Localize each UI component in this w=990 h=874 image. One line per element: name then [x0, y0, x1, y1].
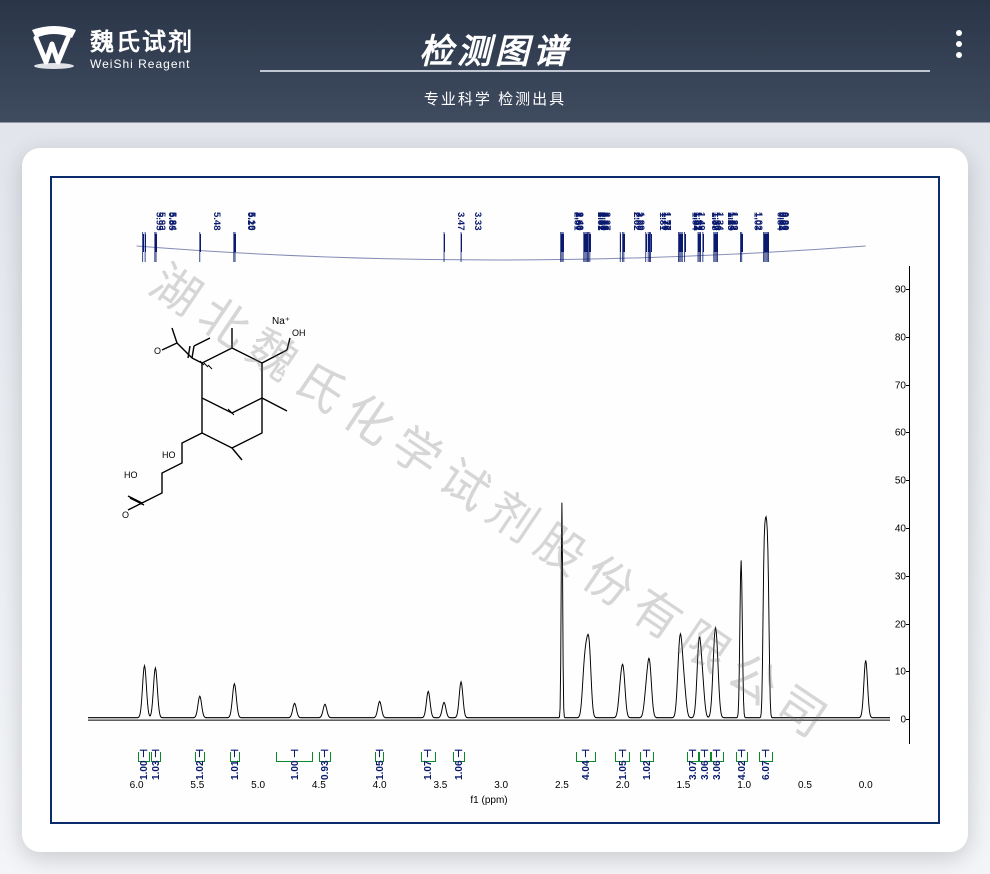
integral-value: 1.02 ⊣: [195, 749, 206, 780]
svg-text:HO: HO: [124, 470, 138, 480]
svg-text:Na⁺: Na⁺: [272, 316, 290, 327]
brand-logo: 魏氏试剂 WeiShi Reagent: [28, 22, 194, 71]
logo-icon: [28, 24, 80, 70]
integral-value: 0.93 ⊣: [320, 749, 331, 780]
y-tick-label: 10: [895, 667, 906, 678]
y-tick-label: 60: [895, 428, 906, 439]
x-tick-label: 5.0: [251, 780, 265, 791]
svg-text:O: O: [122, 510, 129, 520]
integral-value: 1.03 ⊣: [151, 749, 162, 780]
x-tick-label: 4.5: [312, 780, 326, 791]
x-axis: f1 (ppm) 6.05.55.04.54.03.53.02.52.01.51…: [88, 780, 890, 802]
integral-value: 1.07 ⊣: [423, 749, 434, 780]
svg-text:HO: HO: [162, 450, 176, 460]
x-tick-label: 3.5: [433, 780, 447, 791]
x-tick-label: 2.5: [555, 780, 569, 791]
peak-labels: 5.955.935.855.845.485.205.193.473.332.51…: [88, 184, 890, 266]
svg-text:O: O: [154, 346, 161, 356]
integral-value: 3.06 ⊣: [712, 749, 723, 780]
brand-cn: 魏氏试剂: [90, 22, 194, 57]
y-tick-label: 30: [895, 571, 906, 582]
menu-dots-icon[interactable]: [956, 30, 962, 58]
integral-value: 1.02 ⊣: [642, 749, 653, 780]
x-tick-label: 2.0: [616, 780, 630, 791]
svg-text:OH: OH: [292, 328, 306, 338]
x-tick-label: 5.5: [190, 780, 204, 791]
header-bar: 魏氏试剂 WeiShi Reagent 检测图谱 专业科学 检测出具: [0, 0, 990, 122]
integral-labels: 1.00 ⊣1.03 ⊣1.02 ⊣1.01 ⊣1.00 ⊣0.93 ⊣1.05…: [88, 744, 890, 780]
x-tick-label: 3.0: [494, 780, 508, 791]
x-tick-label: 4.0: [373, 780, 387, 791]
x-tick-label: 0.5: [798, 780, 812, 791]
integral-value: 1.06 ⊣: [454, 749, 465, 780]
x-tick-label: 6.0: [130, 780, 144, 791]
integral-value: 4.04 ⊣: [581, 749, 592, 780]
y-tick-label: 0: [900, 715, 906, 726]
x-axis-title: f1 (ppm): [470, 795, 507, 806]
page-title: 检测图谱: [419, 24, 571, 73]
title-underline: [260, 70, 930, 72]
brand-en: WeiShi Reagent: [90, 57, 194, 71]
y-tick-label: 50: [895, 476, 906, 487]
spectrum-panel: 5.955.935.855.845.485.205.193.473.332.51…: [22, 148, 968, 852]
integral-value: 1.01 ⊣: [230, 749, 241, 780]
integral-value: 1.05 ⊣: [618, 749, 629, 780]
x-tick-label: 1.5: [676, 780, 690, 791]
y-axis: 0 10 20 30 40 50 60 70 80 90: [894, 266, 930, 744]
page-subtitle: 专业科学 检测出具: [424, 88, 566, 109]
y-tick-label: 70: [895, 380, 906, 391]
molecule-structure: Na⁺ OH O HO HO O: [122, 308, 342, 528]
integral-value: 1.00 ⊣: [290, 749, 301, 780]
spectrum-frame: 5.955.935.855.845.485.205.193.473.332.51…: [50, 176, 940, 824]
integral-value: 3.07 ⊣: [688, 749, 699, 780]
integral-value: 4.02 ⊣: [737, 749, 748, 780]
y-tick-label: 80: [895, 332, 906, 343]
integral-value: 6.07 ⊣: [761, 749, 772, 780]
y-tick-label: 90: [895, 284, 906, 295]
integral-value: 1.05 ⊣: [375, 749, 386, 780]
integral-value: 3.06 ⊣: [700, 749, 711, 780]
x-tick-label: 0.0: [859, 780, 873, 791]
integral-value: 1.00 ⊣: [139, 749, 150, 780]
x-tick-label: 1.0: [737, 780, 751, 791]
y-tick-label: 20: [895, 619, 906, 630]
y-tick-label: 40: [895, 523, 906, 534]
